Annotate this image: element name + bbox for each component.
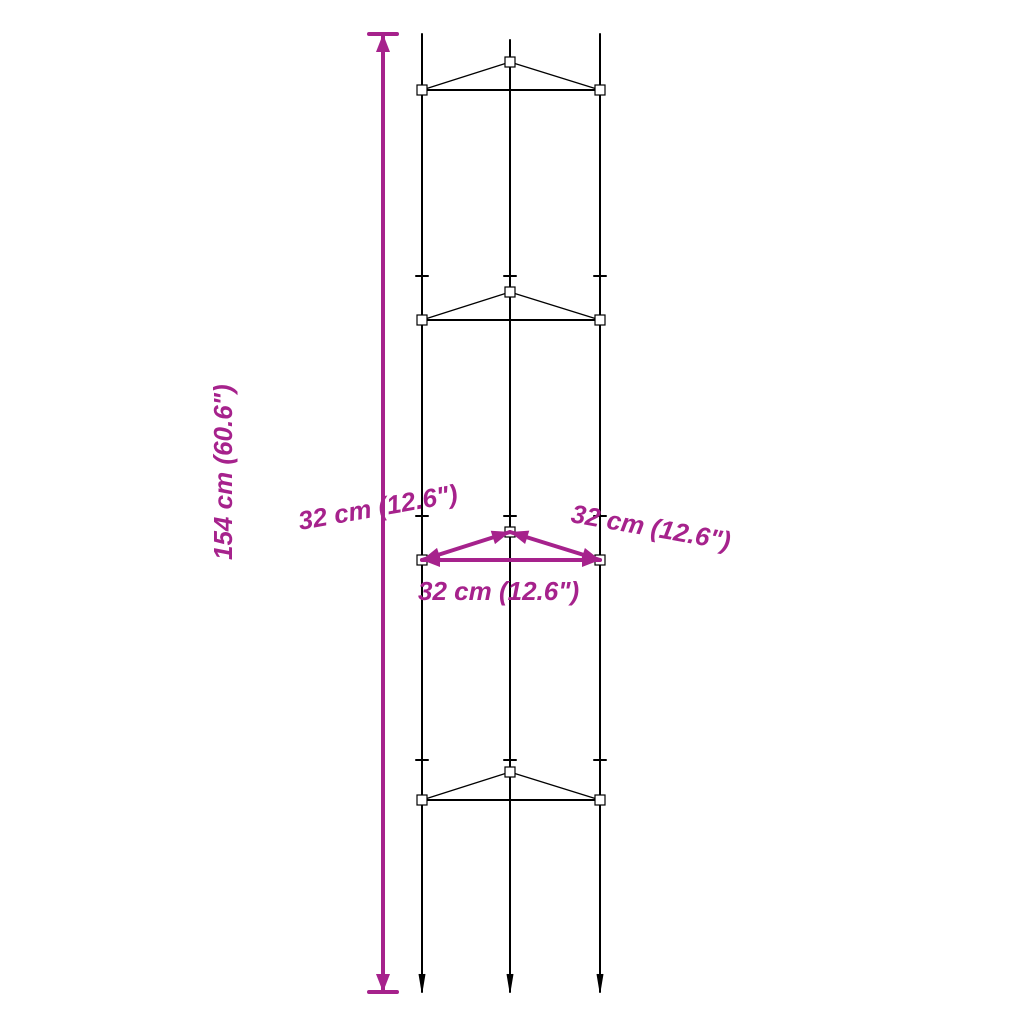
dim-side-front: 32 cm (12.6") <box>418 553 600 606</box>
dim-side-right-label: 32 cm (12.6") <box>569 498 733 556</box>
dim-side-right: 32 cm (12.6") <box>508 498 733 566</box>
dim-side-left-label: 32 cm (12.6") <box>296 478 460 536</box>
dim-side-left: 32 cm (12.6") <box>296 478 512 566</box>
dimensions: 154 cm (60.6") 32 cm (12.6") 32 cm (12.6")… <box>208 34 733 992</box>
dim-side-front-label: 32 cm (12.6") <box>418 576 579 606</box>
dim-height-label: 154 cm (60.6") <box>208 384 238 560</box>
